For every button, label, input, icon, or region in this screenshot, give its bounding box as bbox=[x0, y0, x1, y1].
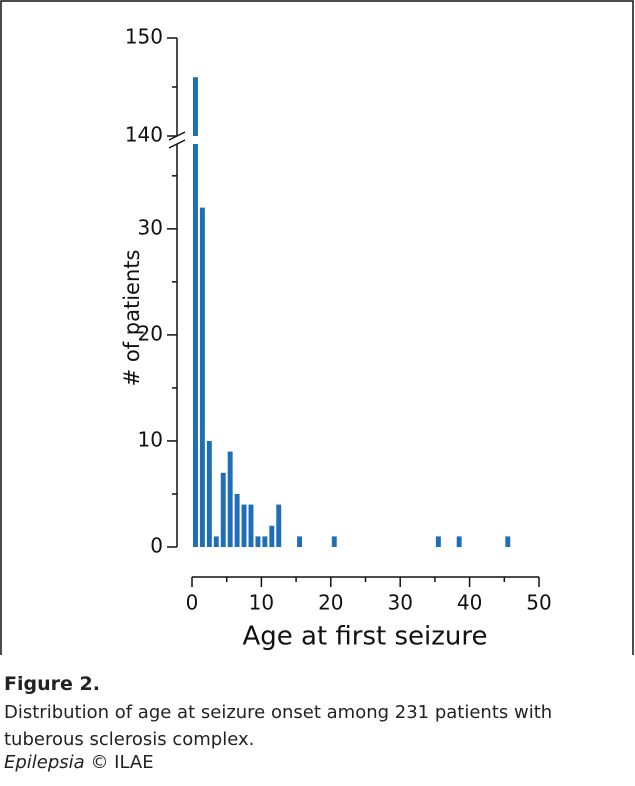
bar bbox=[297, 536, 303, 547]
x-tick-label: 50 bbox=[526, 591, 551, 615]
bar bbox=[456, 536, 462, 547]
chart: Age at first seizure # of patients 0 10 20… bbox=[0, 0, 634, 655]
y-tick-label: 140 bbox=[125, 123, 163, 147]
bar bbox=[255, 536, 261, 547]
bar bbox=[234, 493, 240, 547]
bar-upper-part bbox=[193, 77, 198, 136]
bar bbox=[206, 440, 212, 547]
y-tick-label: 0 bbox=[150, 534, 163, 558]
bar bbox=[331, 536, 337, 547]
axis-break-mark bbox=[168, 139, 186, 149]
caption-text: Distribution of age at seizure onset amo… bbox=[4, 702, 553, 750]
figure-frame bbox=[0, 0, 634, 655]
y-tick-label: 150 bbox=[125, 25, 163, 49]
bar bbox=[220, 472, 226, 547]
bar bbox=[213, 536, 219, 547]
bar bbox=[248, 504, 254, 547]
bar bbox=[199, 207, 205, 547]
x-tick-label: 40 bbox=[457, 591, 482, 615]
bar bbox=[435, 536, 441, 547]
caption-label: Figure 2. bbox=[4, 673, 100, 695]
x-tick-label: 0 bbox=[186, 591, 199, 615]
x-tick-label: 10 bbox=[249, 591, 274, 615]
bar bbox=[227, 451, 233, 547]
journal: Epilepsia bbox=[4, 752, 85, 773]
bar bbox=[262, 536, 268, 547]
y-tick-label: 30 bbox=[138, 215, 163, 239]
caption-credit-line: Epilepsia © ILAE bbox=[4, 752, 154, 773]
bar-lower-part bbox=[193, 144, 198, 547]
y-axis-title: # of patients bbox=[120, 250, 144, 387]
x-tick-label: 30 bbox=[387, 591, 412, 615]
y-tick-label: 10 bbox=[138, 427, 163, 451]
y-tick-label: 20 bbox=[138, 321, 163, 345]
bar bbox=[276, 504, 282, 547]
x-tick-label: 20 bbox=[318, 591, 343, 615]
x-axis-title: Age at first seizure bbox=[242, 622, 487, 652]
bar bbox=[505, 536, 511, 547]
bar bbox=[269, 525, 275, 547]
credit: © ILAE bbox=[90, 752, 154, 773]
bar bbox=[241, 504, 247, 547]
